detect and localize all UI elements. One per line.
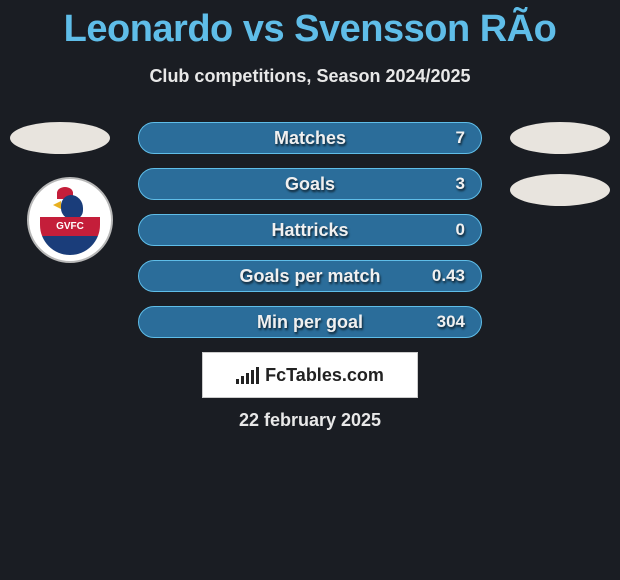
stat-value: 0.43 [432, 266, 465, 286]
player-right-placeholder-2 [510, 174, 610, 206]
stat-row-matches: Matches 7 [138, 122, 482, 154]
source-logo: FcTables.com [202, 352, 418, 398]
stat-row-hattricks: Hattricks 0 [138, 214, 482, 246]
stat-label: Goals per match [239, 266, 380, 287]
stat-value: 3 [456, 174, 465, 194]
subtitle: Club competitions, Season 2024/2025 [0, 66, 620, 87]
badge-shield: GVFC [40, 217, 100, 255]
page-title: Leonardo vs Svensson RÃo [0, 0, 620, 51]
logo-text: FcTables.com [265, 365, 384, 386]
stat-label: Goals [285, 174, 335, 195]
player-right-placeholder-1 [510, 122, 610, 154]
signal-bars-icon [236, 366, 259, 384]
stat-row-min-per-goal: Min per goal 304 [138, 306, 482, 338]
stat-label: Matches [274, 128, 346, 149]
date-label: 22 february 2025 [0, 410, 620, 431]
stat-row-goals-per-match: Goals per match 0.43 [138, 260, 482, 292]
club-badge: GVFC [27, 177, 113, 263]
stat-value: 304 [437, 312, 465, 332]
stat-value: 7 [456, 128, 465, 148]
stat-label: Min per goal [257, 312, 363, 333]
stat-value: 0 [456, 220, 465, 240]
stat-label: Hattricks [271, 220, 348, 241]
player-left-placeholder-1 [10, 122, 110, 154]
stat-row-goals: Goals 3 [138, 168, 482, 200]
stats-panel: Matches 7 Goals 3 Hattricks 0 Goals per … [138, 122, 482, 352]
